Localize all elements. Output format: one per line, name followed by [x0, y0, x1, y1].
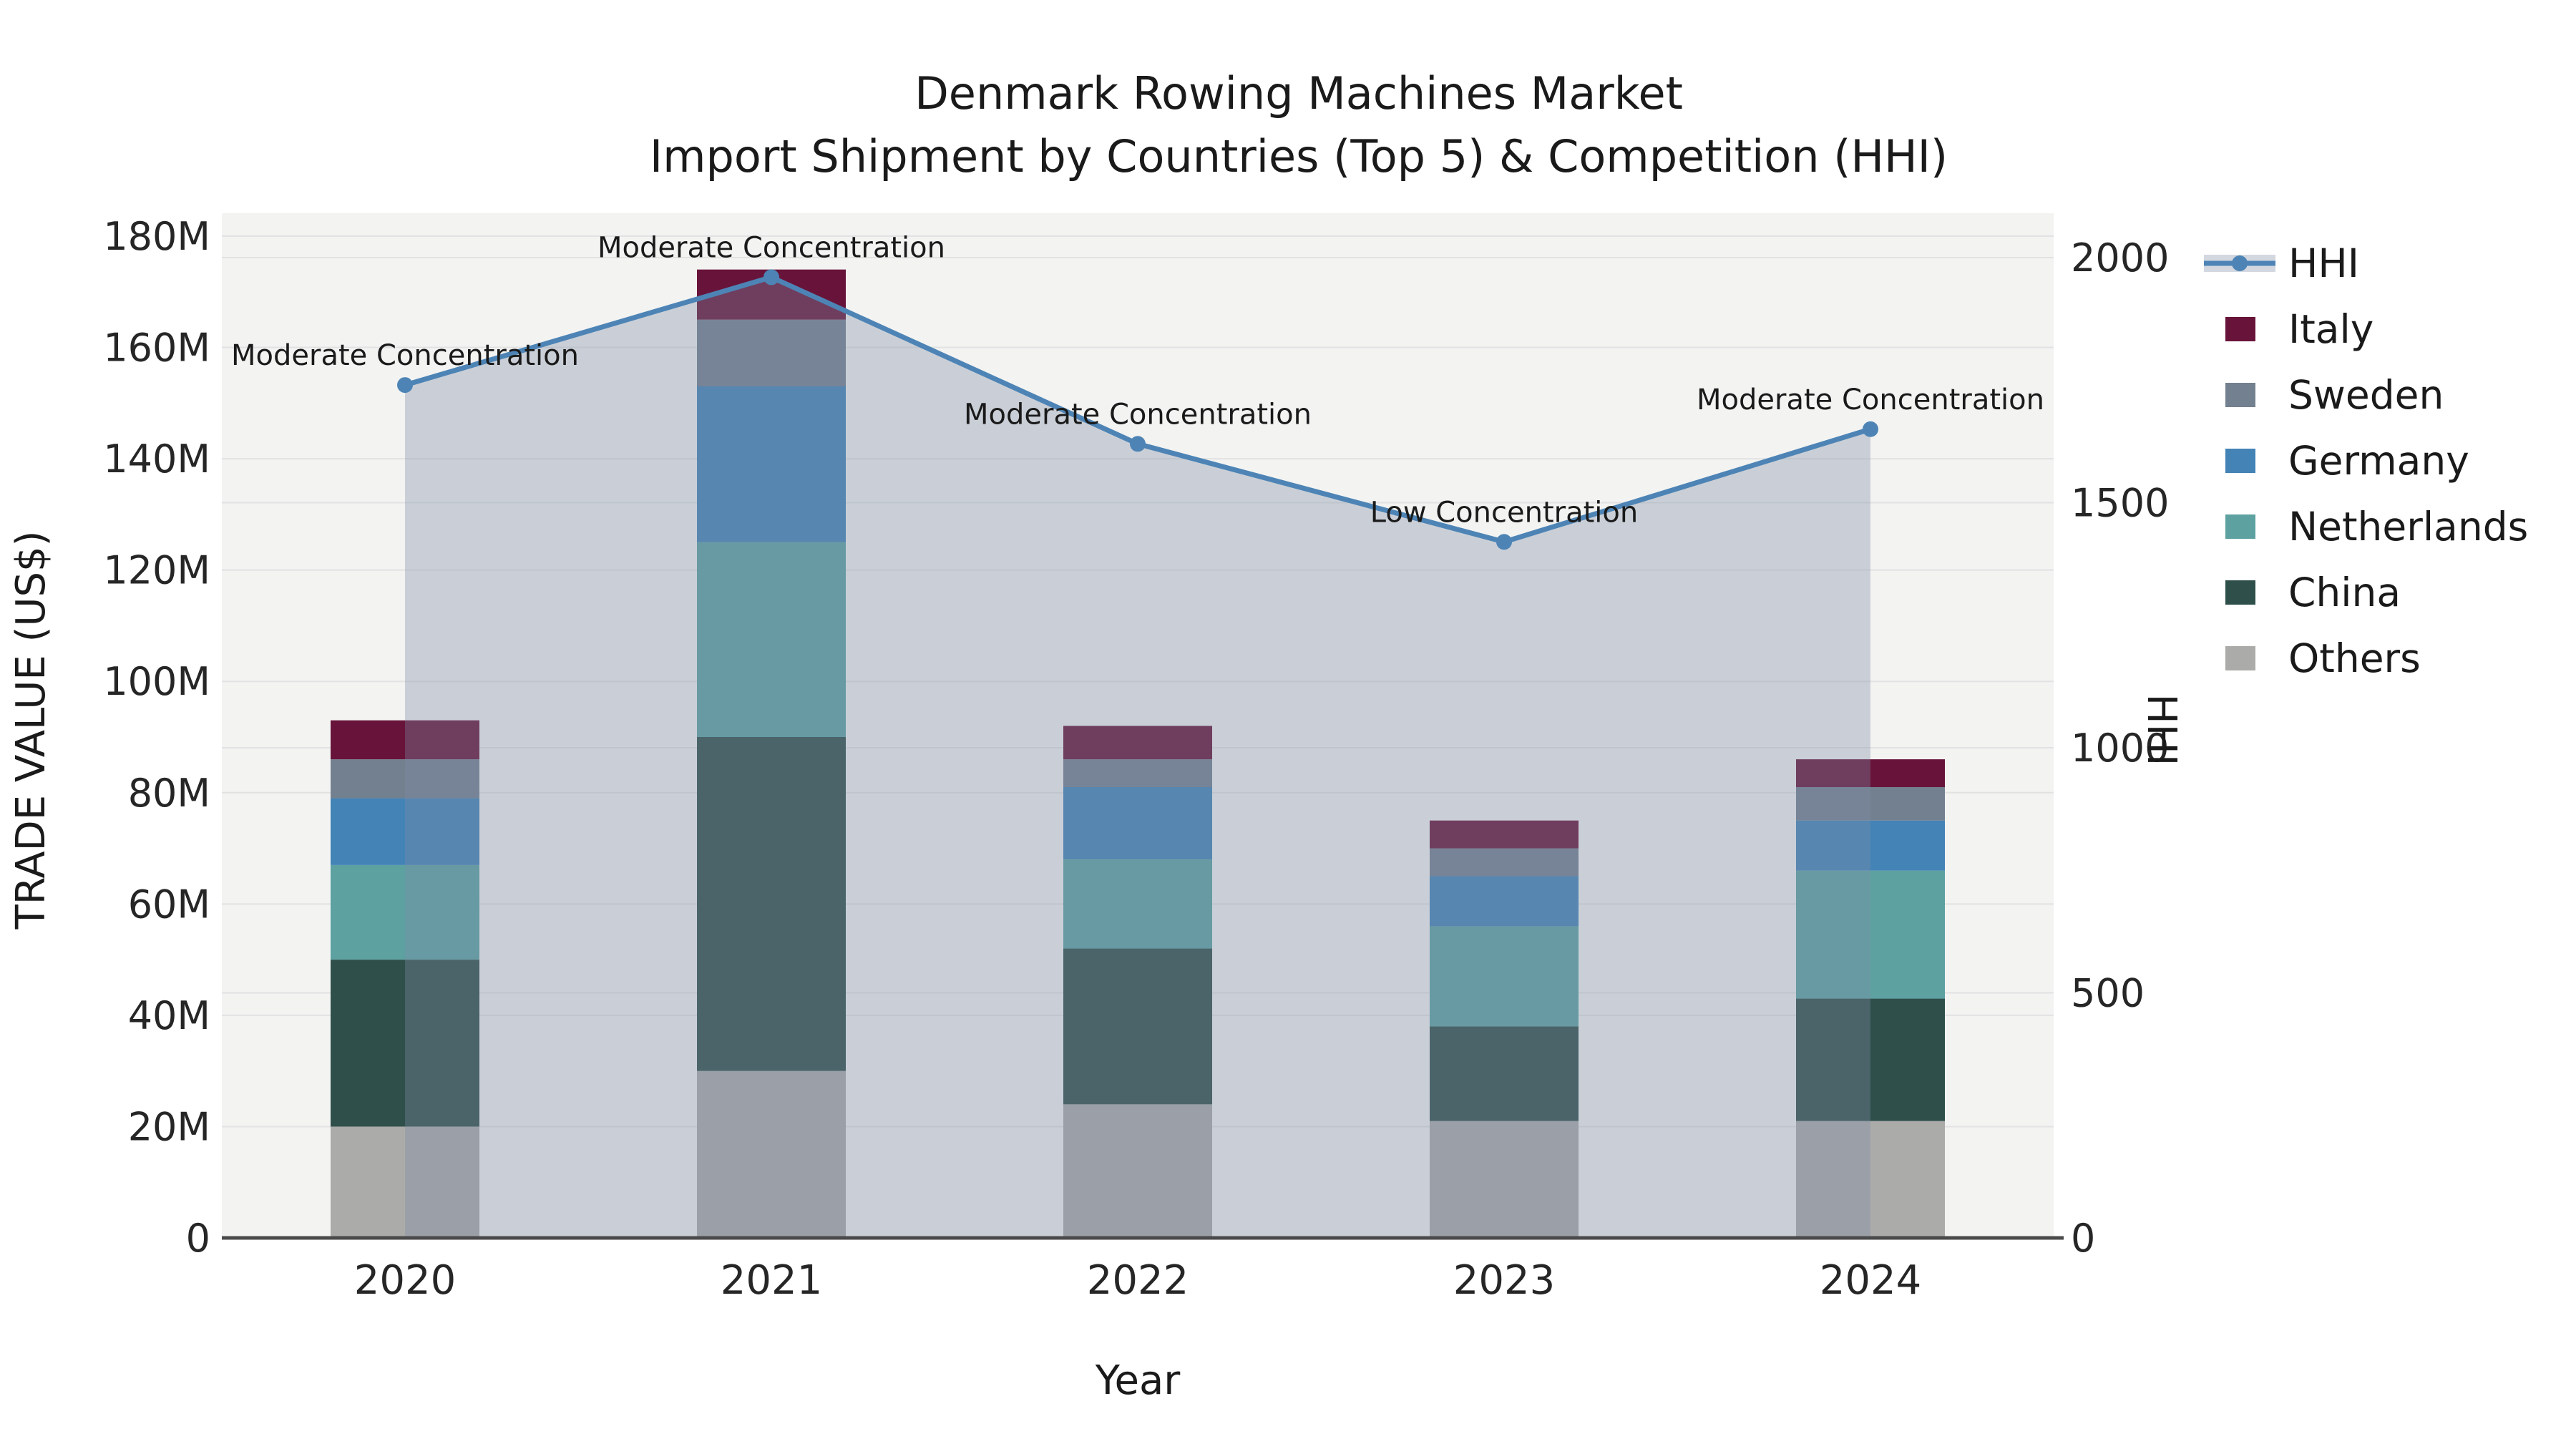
hhi-marker-2021 [763, 269, 779, 286]
legend-item-netherlands: Netherlands [2225, 504, 2528, 550]
bar-segment-2021-germany [697, 386, 846, 542]
legend-label-sweden: Sweden [2288, 372, 2444, 418]
hhi-marker-2024 [1863, 421, 1878, 437]
y-left-tick-20M: 20M [128, 1104, 210, 1149]
legend-swatch-china [2225, 580, 2255, 605]
legend-item-china: China [2225, 570, 2401, 615]
bar-segment-2021-sweden [697, 319, 846, 386]
annotation-2020: Moderate Concentration [231, 339, 579, 372]
bar-segment-2024-others [1796, 1121, 1945, 1238]
bar-segment-2022-italy [1063, 726, 1212, 760]
y-right-tick-1500: 1500 [2071, 481, 2169, 526]
bar-segment-2020-italy [331, 720, 479, 760]
y-left-tick-60M: 60M [128, 882, 210, 927]
y-right-tick-500: 500 [2071, 971, 2145, 1016]
y-right-axis-title: HHI [2138, 694, 2185, 766]
bar-segment-2024-china [1796, 998, 1945, 1121]
legend-item-italy: Italy [2225, 306, 2373, 352]
legend-item-hhi: HHI [2204, 240, 2359, 286]
legend-swatch-sweden [2225, 383, 2255, 407]
legend: HHI Italy Sweden Germany Netherlands China Oth… [2204, 240, 2528, 681]
bar-segment-2024-netherlands [1796, 870, 1945, 999]
legend-label-others: Others [2288, 635, 2421, 681]
bar-segment-2021-others [697, 1070, 846, 1238]
bar-segment-2023-netherlands [1430, 926, 1579, 1027]
y-left-tick-140M: 140M [103, 436, 210, 482]
legend-swatch-netherlands [2225, 514, 2255, 539]
hhi-marker-2022 [1130, 436, 1146, 452]
bar-segment-2023-sweden [1430, 848, 1579, 877]
bar-segment-2022-sweden [1063, 759, 1212, 787]
annotation-2024: Moderate Concentration [1697, 384, 2044, 416]
y-right-tick-1000: 1000 [2071, 726, 2169, 771]
y-left-tick-100M: 100M [103, 659, 210, 704]
bar-segment-2020-others [331, 1126, 479, 1238]
hhi-marker-2023 [1496, 534, 1512, 550]
bar-segment-2023-italy [1430, 820, 1579, 849]
annotation-2022: Moderate Concentration [964, 398, 1312, 431]
x-tick-2023: 2023 [1453, 1257, 1556, 1304]
chart-title-line-1: Denmark Rowing Machines Market [914, 67, 1683, 119]
legend-item-others: Others [2225, 635, 2421, 681]
annotation-2021: Moderate Concentration [597, 231, 945, 264]
y-left-tick-40M: 40M [128, 993, 210, 1038]
y-left-axis-title: TRADE VALUE (US$) [8, 531, 54, 930]
bar-segment-2022-germany [1063, 787, 1212, 860]
bar-segment-2024-italy [1796, 759, 1945, 787]
legend-item-sweden: Sweden [2225, 372, 2444, 418]
legend-swatch-others [2225, 646, 2255, 670]
bar-segment-2020-germany [331, 798, 479, 865]
legend-hhi-marker [2232, 255, 2248, 271]
x-tick-2024: 2024 [1820, 1257, 1922, 1304]
plot-layer: Moderate Concentration Moderate Concentra… [103, 213, 2169, 1304]
bar-segment-2021-netherlands [697, 542, 846, 737]
legend-swatch-germany [2225, 449, 2255, 473]
bar-segment-2020-sweden [331, 759, 479, 799]
y-right-tick-0: 0 [2071, 1216, 2095, 1261]
legend-label-germany: Germany [2288, 438, 2469, 484]
bar-segment-2023-china [1430, 1026, 1579, 1121]
legend-label-hhi: HHI [2288, 240, 2359, 286]
hhi-area-fill [405, 277, 1870, 1238]
bar-segment-2023-germany [1430, 876, 1579, 927]
bar-segment-2023-others [1430, 1121, 1579, 1238]
hhi-marker-2020 [397, 377, 413, 394]
legend-label-netherlands: Netherlands [2288, 504, 2528, 550]
legend-item-germany: Germany [2225, 438, 2469, 484]
annotation-2023: Low Concentration [1370, 496, 1638, 529]
legend-label-china: China [2288, 570, 2401, 615]
y-left-tick-160M: 160M [103, 326, 210, 371]
x-tick-2022: 2022 [1087, 1257, 1189, 1304]
bar-segment-2022-china [1063, 948, 1212, 1105]
y-right-tick-2000: 2000 [2071, 235, 2169, 280]
y-left-tick-120M: 120M [103, 548, 210, 593]
legend-label-italy: Italy [2288, 306, 2373, 352]
bar-segment-2022-netherlands [1063, 859, 1212, 949]
bar-segment-2024-sweden [1796, 787, 1945, 821]
legend-swatch-italy [2225, 317, 2255, 341]
bar-segment-2020-netherlands [331, 864, 479, 960]
x-tick-2020: 2020 [354, 1257, 457, 1304]
x-tick-2021: 2021 [721, 1257, 823, 1304]
y-left-tick-180M: 180M [103, 214, 210, 259]
y-left-tick-0: 0 [186, 1216, 210, 1261]
bar-segment-2024-germany [1796, 820, 1945, 871]
x-axis-title: Year [1095, 1357, 1181, 1404]
bar-segment-2020-china [331, 960, 479, 1127]
bar-segment-2021-china [697, 737, 846, 1071]
chart-title-line-2: Import Shipment by Countries (Top 5) & C… [650, 130, 1948, 182]
stacked-bars [331, 269, 1945, 1238]
y-left-tick-80M: 80M [128, 771, 210, 816]
bar-segment-2022-others [1063, 1104, 1212, 1238]
